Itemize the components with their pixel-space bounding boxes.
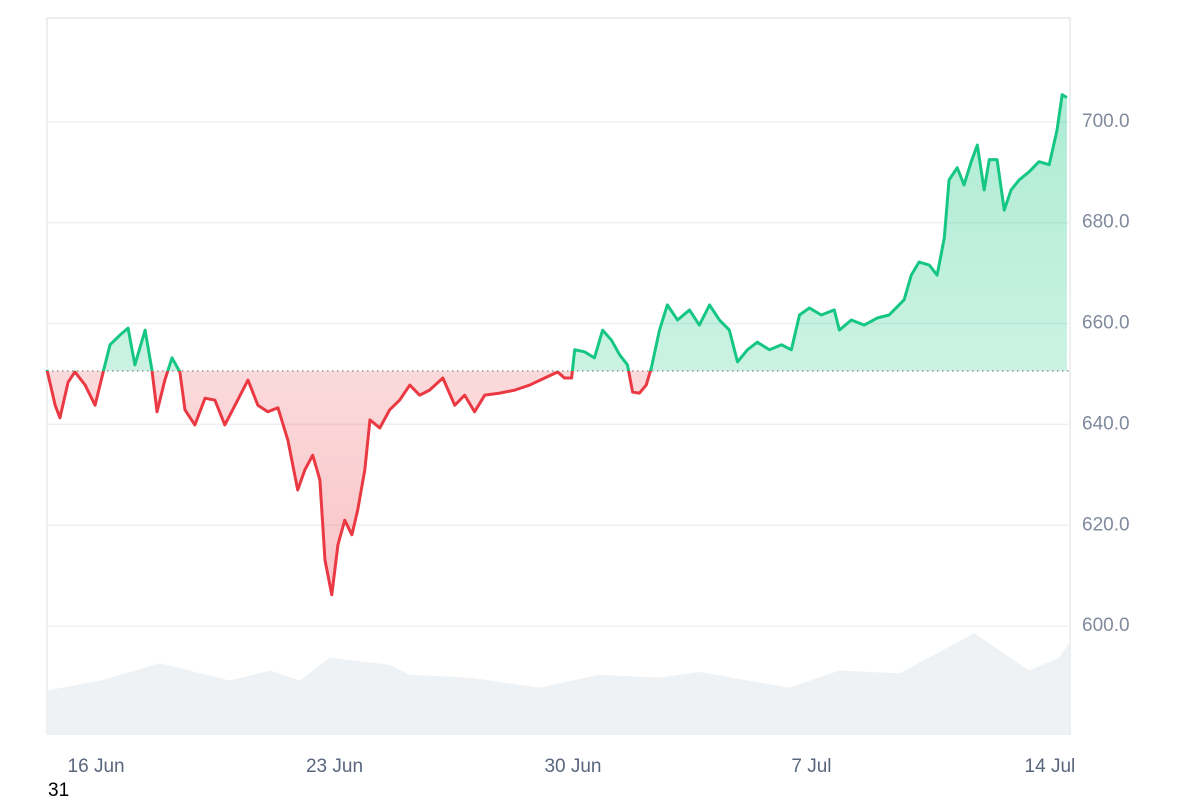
y-tick-label: 620.0 [1082,514,1130,535]
y-tick-label: 600.0 [1082,615,1130,636]
price-line-up [45,93,1068,371]
y-tick-label: 700.0 [1082,111,1130,132]
y-tick-label: 660.0 [1082,313,1130,334]
x-tick-label: 16 Jun [68,756,125,777]
volume-area [47,633,1069,735]
area-up [47,94,1067,371]
area-down [47,370,1067,595]
y-tick-label: 680.0 [1082,212,1130,233]
corner-text: 31 [48,780,69,800]
x-tick-label: 30 Jun [544,756,601,777]
y-tick-label: 640.0 [1082,413,1130,434]
x-tick-label: 23 Jun [306,756,363,777]
price-line-down [45,370,652,597]
x-tick-label: 14 Jul [1025,756,1076,777]
x-tick-label: 7 Jul [791,756,831,777]
